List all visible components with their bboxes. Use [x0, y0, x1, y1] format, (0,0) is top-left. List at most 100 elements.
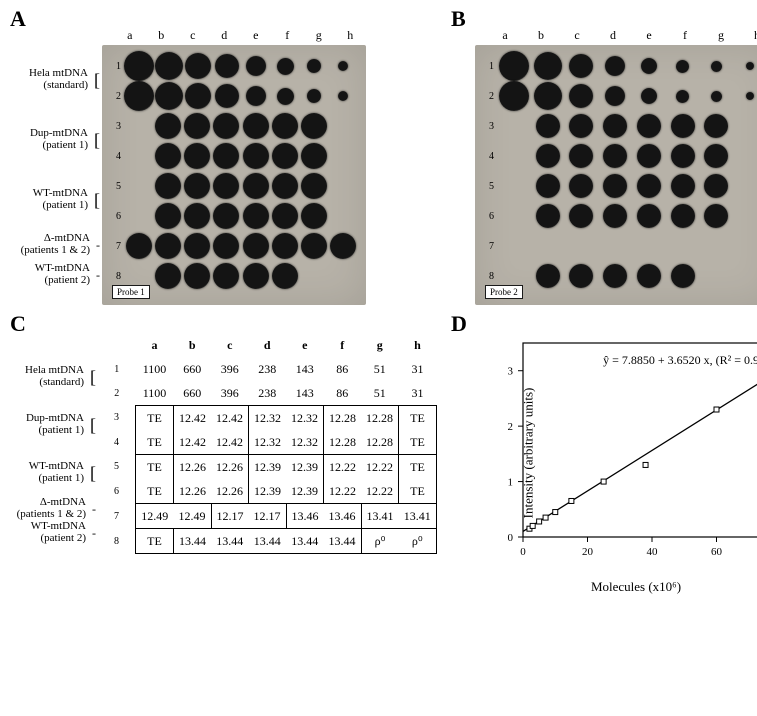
blot-dot	[711, 61, 722, 72]
row-number: 6	[98, 479, 136, 504]
table-cell: 12.26	[174, 455, 212, 480]
blot-dot	[124, 51, 154, 81]
blot-dot	[272, 263, 298, 289]
table-cell: 12.26	[174, 479, 212, 504]
blot-dot	[301, 113, 327, 139]
table-cell: 12.22	[361, 455, 399, 480]
col-letter: e	[240, 28, 272, 43]
table-cell: 12.42	[174, 406, 212, 431]
row-label: WT-mtDNA	[33, 187, 88, 199]
blot-dot	[671, 114, 695, 138]
table-cell: 12.22	[361, 479, 399, 504]
table-cell: 13.44	[286, 529, 324, 554]
table-cell: 1100	[136, 381, 174, 406]
blot-dot	[637, 114, 661, 138]
col-letter: c	[177, 28, 209, 43]
table-cell: 12.39	[286, 455, 324, 480]
row-number: 4	[110, 151, 124, 162]
blot-dot	[301, 233, 327, 259]
blot-dot	[155, 263, 181, 289]
table-cell: 238	[249, 357, 287, 381]
blot-dot	[184, 173, 210, 199]
blot-row: 3	[483, 111, 757, 141]
table-cell: 13.44	[324, 529, 362, 554]
blot-row: 5	[110, 171, 358, 201]
row-label: WT-mtDNA	[31, 520, 86, 532]
row-number: 3	[483, 121, 497, 132]
blot-dot	[569, 114, 593, 138]
table-cell: 13.41	[361, 504, 399, 529]
col-letter: g	[703, 28, 739, 43]
table-cell: 660	[174, 381, 212, 406]
blot-dot	[213, 143, 239, 169]
blot-dot	[603, 174, 627, 198]
row-number: 1	[110, 61, 124, 72]
col-letter: c	[559, 28, 595, 43]
row-label: Δ-mtDNA	[44, 232, 90, 244]
table-cell: 13.41	[399, 504, 437, 529]
row-number: 3	[98, 406, 136, 431]
table-cell: 31	[399, 357, 437, 381]
x-axis-label: Molecules (x10⁶)	[591, 579, 681, 595]
col-letter: c	[211, 333, 249, 357]
table-cell: 12.28	[324, 406, 362, 431]
svg-text:20: 20	[582, 546, 594, 558]
panel-letter-b: B	[451, 6, 466, 32]
table-cell: TE	[136, 479, 174, 504]
table-cell: 238	[249, 381, 287, 406]
blot-dot	[246, 86, 266, 106]
blot-dot	[243, 143, 269, 169]
blot-dot	[155, 233, 181, 259]
blot-dot	[603, 204, 627, 228]
blot-dot	[704, 144, 728, 168]
table-cell: 86	[324, 357, 362, 381]
table-cell: TE	[136, 406, 174, 431]
table-cell: ρ⁰	[399, 529, 437, 554]
blot-row: 3	[110, 111, 358, 141]
dash-icon: -	[96, 268, 100, 283]
table-cell: 12.26	[211, 455, 249, 480]
col-letter: a	[487, 28, 523, 43]
blot-dot	[243, 263, 269, 289]
blot-dot	[330, 233, 356, 259]
bracket-icon: [	[94, 192, 100, 208]
col-letter: d	[595, 28, 631, 43]
blot-dot	[536, 204, 560, 228]
table-cell: 13.46	[286, 504, 324, 529]
blot-dot	[213, 233, 239, 259]
row-label: (patient 1)	[42, 199, 88, 211]
blot-dot	[338, 91, 348, 101]
blot-dot	[569, 174, 593, 198]
dash-icon: -	[96, 238, 100, 253]
dash-icon: -	[92, 502, 96, 517]
row-number: 8	[98, 529, 136, 554]
table-cell: 86	[324, 381, 362, 406]
blot-dot	[569, 264, 593, 288]
table-cell: 12.28	[361, 430, 399, 455]
row-label: WT-mtDNA	[29, 460, 84, 472]
table-cell: 13.44	[211, 529, 249, 554]
blot-row: 1	[110, 51, 358, 81]
panel-a-row-labels: Hela mtDNA (standard) [ Dup-mtDNA (patie…	[14, 28, 102, 290]
blot-dot	[184, 203, 210, 229]
panel-c-row-labels: Hela mtDNA (standard) [ Dup-mtDNA (patie…	[10, 333, 98, 545]
blot-dot	[213, 203, 239, 229]
table-cell: 143	[286, 381, 324, 406]
blot-row: 1	[483, 51, 757, 81]
row-number: 2	[483, 91, 497, 102]
table-cell: 12.49	[174, 504, 212, 529]
row-label: (patient 1)	[38, 472, 84, 484]
blot-dot	[676, 90, 689, 103]
col-letter: h	[399, 333, 437, 357]
col-letter: h	[739, 28, 757, 43]
blot-row: 6	[110, 201, 358, 231]
svg-text:3: 3	[508, 366, 514, 378]
blot-dot	[569, 144, 593, 168]
col-letter: g	[303, 28, 335, 43]
table-cell: 12.42	[211, 430, 249, 455]
table-cell: 396	[211, 357, 249, 381]
row-number: 8	[483, 271, 497, 282]
table-cell: TE	[399, 406, 437, 431]
row-number: 7	[483, 241, 497, 252]
blot-dot	[185, 53, 211, 79]
